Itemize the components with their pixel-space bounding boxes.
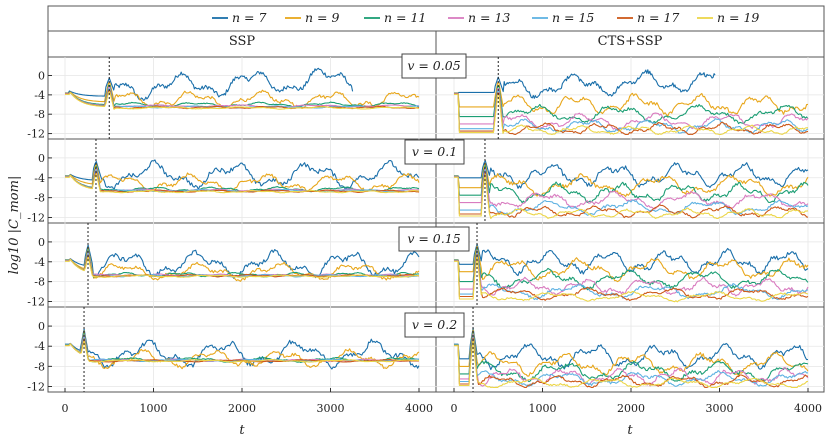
x-tick-label: 0: [62, 402, 69, 415]
series-lines: [65, 67, 809, 389]
series-line-n13-ssp-row4: [65, 334, 420, 363]
series-line-n13-cts-ssp-row1: [454, 88, 809, 131]
legend-label-n17: n = 17: [637, 10, 679, 25]
row-label-box: [398, 226, 470, 252]
x-tick-label: 1000: [529, 402, 557, 415]
legend-label-n9: n = 9: [305, 10, 339, 25]
series-line-n9-cts-ssp-row3: [454, 245, 809, 283]
series-line-n11-cts-ssp-row1: [454, 85, 809, 125]
legend-label-n19: n = 19: [717, 10, 759, 25]
row-labels: v = 0.05 v = 0.1 v = 0.15 v = 0.2: [398, 53, 470, 338]
column-title-ssp: SSP: [229, 34, 256, 49]
series-line-n9-ssp-row3: [65, 246, 420, 282]
x-tick-label: 1000: [140, 402, 168, 415]
series-line-n9-cts-ssp-row4: [454, 329, 809, 377]
time-markers: [83, 57, 499, 392]
series-line-n19-ssp-row2: [65, 173, 420, 194]
series-line-n11-cts-ssp-row3: [454, 247, 809, 291]
y-tick-label: -12: [27, 128, 45, 141]
y-axis-label: log10 |C_mom|: [7, 176, 22, 275]
y-tick-label: -12: [27, 212, 45, 225]
series-line-n19-ssp-row4: [65, 340, 420, 363]
series-line-n15-ssp-row3: [65, 252, 420, 278]
x-axis-label-left: t: [239, 423, 245, 438]
x-tick-label: 4000: [405, 402, 433, 415]
row-label-2: v = 0.1: [412, 144, 457, 159]
y-tick-label: 0: [38, 236, 45, 249]
row-label-box: [401, 53, 467, 79]
y-tick-label: -8: [34, 192, 45, 205]
y-tick-label: -4: [34, 256, 45, 269]
series-line-n17-cts-ssp-row3: [454, 254, 809, 302]
series-line-n17-cts-ssp-row2: [454, 172, 809, 219]
series-line-n7-cts-ssp-row2: [454, 160, 809, 189]
series-line-n9-cts-ssp-row1: [454, 82, 809, 117]
x-tick-label: 0: [451, 402, 458, 415]
series-line-n7-cts-ssp-row1: [454, 69, 716, 99]
y-tick-label: -4: [34, 89, 45, 102]
legend-label-n7: n = 7: [232, 10, 266, 25]
axis-ticks: 0 -4 -8 -12 0 -4 -8 -12 0 -4 -8 -12 0 -4 -8 -12 0 1000 200…: [27, 70, 822, 415]
legend: n = 7 n = 9 n = 11 n = 13 n = 15 n = 17 n = 19: [212, 10, 759, 25]
x-tick-label: 4000: [794, 402, 822, 415]
series-line-n19-cts-ssp-row3: [454, 256, 809, 303]
row-label-4: v = 0.2: [412, 317, 457, 332]
row-label-box: [404, 312, 465, 338]
row-label-3: v = 0.15: [407, 231, 460, 246]
series-line-n7-ssp-row4: [65, 328, 420, 370]
y-tick-label: 0: [38, 320, 45, 333]
panel-frames: [47, 5, 825, 393]
series-line-n13-cts-ssp-row2: [454, 167, 809, 210]
y-tick-label: -8: [34, 360, 45, 373]
legend-label-n11: n = 11: [384, 10, 426, 25]
series-line-n7-cts-ssp-row3: [454, 243, 809, 277]
y-tick-label: 0: [38, 152, 45, 165]
y-tick-label: -12: [27, 380, 45, 393]
y-tick-label: -8: [34, 108, 45, 121]
series-line-n7-ssp-row1: [65, 67, 354, 101]
row-label-box: [404, 139, 465, 165]
series-line-n7-ssp-row2: [65, 159, 420, 191]
series-line-n11-cts-ssp-row4: [454, 331, 809, 383]
legend-label-n15: n = 15: [552, 10, 594, 25]
series-line-n11-ssp-row3: [65, 248, 420, 278]
series-line-n11-cts-ssp-row2: [454, 165, 809, 204]
x-tick-label: 2000: [617, 402, 645, 415]
series-line-n9-ssp-row1: [65, 82, 420, 109]
y-tick-label: -4: [34, 172, 45, 185]
series-line-n19-cts-ssp-row4: [454, 339, 809, 389]
y-tick-label: -12: [27, 296, 45, 309]
x-tick-label: 3000: [706, 402, 734, 415]
series-line-n19-cts-ssp-row2: [454, 174, 809, 220]
series-line-n19-ssp-row3: [65, 256, 420, 278]
column-title-cts-ssp: CTS+SSP: [598, 34, 663, 49]
series-line-n15-cts-ssp-row1: [454, 90, 809, 134]
y-tick-label: -4: [34, 340, 45, 353]
series-line-n19-ssp-row1: [65, 91, 420, 110]
x-tick-label: 3000: [317, 402, 345, 415]
x-tick-label: 2000: [228, 402, 256, 415]
legend-label-n13: n = 13: [468, 10, 510, 25]
x-axis-label-right: t: [627, 423, 633, 438]
series-line-n7-ssp-row3: [65, 244, 420, 279]
series-line-n17-cts-ssp-row1: [454, 92, 809, 136]
y-tick-label: -8: [34, 276, 45, 289]
axis-labels: SSP CTS+SSP t t log10 |C_mom|: [7, 34, 663, 438]
series-line-n9-ssp-row2: [65, 163, 420, 193]
y-tick-label: 0: [38, 70, 45, 83]
row-label-1: v = 0.05: [407, 58, 460, 73]
series-line-n13-cts-ssp-row3: [454, 249, 809, 297]
series-line-n7-cts-ssp-row4: [454, 327, 809, 371]
series-line-n19-cts-ssp-row1: [454, 93, 809, 136]
